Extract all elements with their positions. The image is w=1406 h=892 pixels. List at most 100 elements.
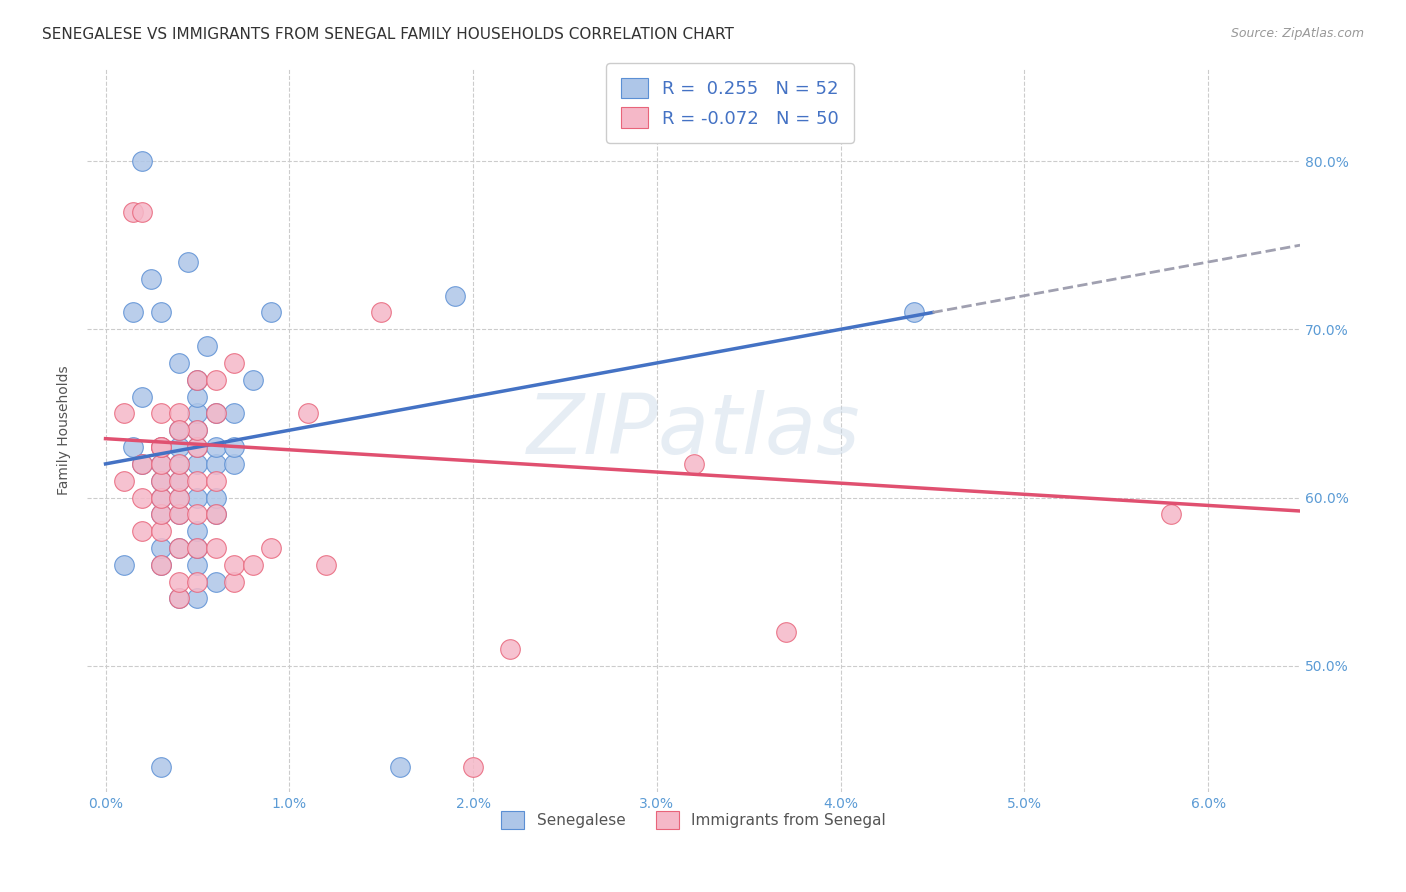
Point	[149, 491, 172, 505]
Point	[242, 558, 264, 572]
Point	[112, 406, 135, 420]
Point	[167, 457, 190, 471]
Point	[131, 154, 153, 169]
Point	[186, 524, 208, 538]
Point	[186, 541, 208, 555]
Point	[149, 541, 172, 555]
Point	[186, 574, 208, 589]
Point	[186, 440, 208, 454]
Point	[149, 440, 172, 454]
Point	[443, 288, 465, 302]
Point	[186, 423, 208, 437]
Point	[112, 474, 135, 488]
Point	[204, 373, 226, 387]
Point	[186, 474, 208, 488]
Text: ZIPatlas: ZIPatlas	[527, 390, 860, 471]
Point	[186, 406, 208, 420]
Point	[186, 457, 208, 471]
Point	[224, 457, 246, 471]
Point	[315, 558, 337, 572]
Point	[224, 406, 246, 420]
Point	[186, 558, 208, 572]
Point	[242, 373, 264, 387]
Point	[131, 457, 153, 471]
Point	[167, 440, 190, 454]
Point	[370, 305, 392, 319]
Point	[204, 574, 226, 589]
Point	[122, 204, 145, 219]
Point	[167, 574, 190, 589]
Point	[204, 491, 226, 505]
Point	[682, 457, 704, 471]
Text: Source: ZipAtlas.com: Source: ZipAtlas.com	[1230, 27, 1364, 40]
Point	[224, 574, 246, 589]
Point	[149, 558, 172, 572]
Point	[149, 508, 172, 522]
Point	[167, 508, 190, 522]
Point	[149, 457, 172, 471]
Point	[186, 491, 208, 505]
Point	[149, 457, 172, 471]
Point	[461, 760, 484, 774]
Point	[149, 474, 172, 488]
Point	[167, 541, 190, 555]
Point	[167, 356, 190, 370]
Point	[186, 508, 208, 522]
Point	[186, 591, 208, 606]
Point	[149, 474, 172, 488]
Point	[204, 457, 226, 471]
Point	[224, 440, 246, 454]
Point	[167, 491, 190, 505]
Point	[186, 541, 208, 555]
Point	[131, 204, 153, 219]
Point	[260, 541, 283, 555]
Point	[167, 474, 190, 488]
Point	[131, 390, 153, 404]
Point	[204, 474, 226, 488]
Point	[204, 508, 226, 522]
Point	[149, 524, 172, 538]
Point	[131, 524, 153, 538]
Point	[260, 305, 283, 319]
Legend: Senegalese, Immigrants from Senegal: Senegalese, Immigrants from Senegal	[495, 805, 891, 835]
Point	[388, 760, 411, 774]
Point	[204, 508, 226, 522]
Point	[167, 491, 190, 505]
Point	[167, 508, 190, 522]
Point	[1160, 508, 1182, 522]
Point	[167, 541, 190, 555]
Point	[775, 625, 797, 640]
Point	[186, 423, 208, 437]
Point	[195, 339, 218, 353]
Point	[149, 508, 172, 522]
Point	[149, 305, 172, 319]
Point	[149, 440, 172, 454]
Point	[297, 406, 319, 420]
Point	[204, 406, 226, 420]
Point	[167, 406, 190, 420]
Point	[112, 558, 135, 572]
Point	[141, 272, 163, 286]
Point	[167, 591, 190, 606]
Point	[131, 457, 153, 471]
Point	[167, 423, 190, 437]
Point	[149, 440, 172, 454]
Point	[149, 558, 172, 572]
Point	[224, 558, 246, 572]
Point	[167, 591, 190, 606]
Point	[186, 373, 208, 387]
Point	[167, 457, 190, 471]
Point	[167, 423, 190, 437]
Point	[177, 255, 200, 269]
Point	[186, 390, 208, 404]
Point	[186, 440, 208, 454]
Point	[149, 760, 172, 774]
Point	[499, 642, 522, 657]
Point	[204, 541, 226, 555]
Point	[131, 491, 153, 505]
Point	[122, 305, 145, 319]
Point	[186, 373, 208, 387]
Point	[204, 440, 226, 454]
Text: SENEGALESE VS IMMIGRANTS FROM SENEGAL FAMILY HOUSEHOLDS CORRELATION CHART: SENEGALESE VS IMMIGRANTS FROM SENEGAL FA…	[42, 27, 734, 42]
Point	[149, 491, 172, 505]
